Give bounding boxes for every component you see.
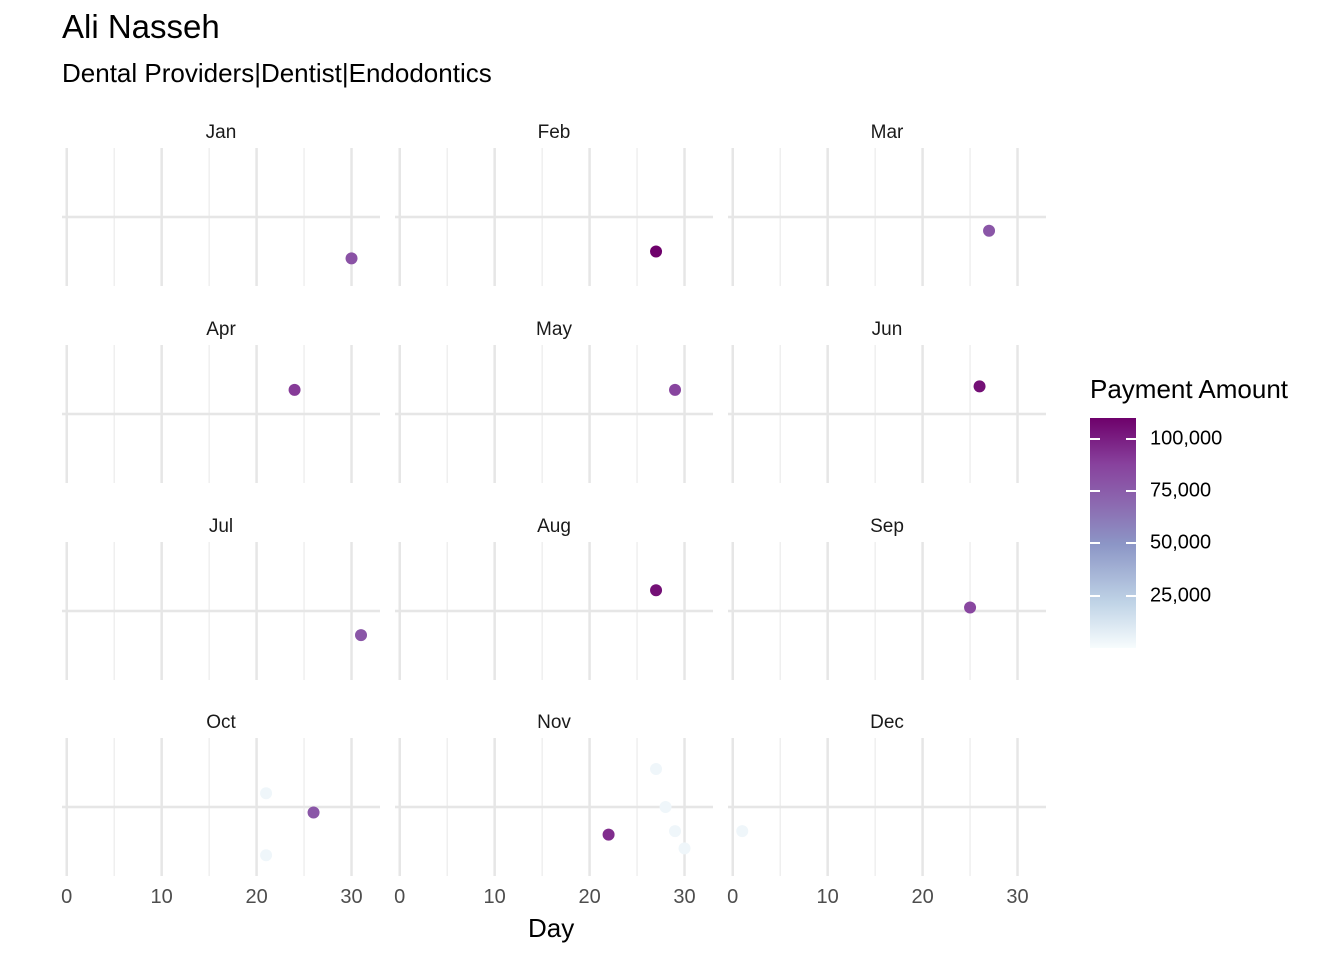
x-tick-label: 30 [340,886,363,908]
legend-tick [1126,437,1136,440]
data-point [964,601,977,614]
data-point [355,629,368,642]
x-tick-label: 20 [245,886,268,908]
data-point [983,224,996,237]
facet-strip-label: Aug [537,516,571,537]
x-tick-label: 10 [816,886,839,908]
data-point [345,252,358,265]
facet-strip-label: Apr [206,319,236,340]
data-point [659,801,672,813]
legend-label: 50,000 [1150,531,1212,554]
facet-strip-label: Dec [870,712,904,733]
legend-label: 100,000 [1150,427,1223,450]
legend-tick [1126,490,1136,493]
legend-title: Payment Amount [1090,374,1288,404]
facet-strip-label: Feb [537,122,571,143]
x-tick-label: 0 [394,886,406,908]
legend-tick [1126,542,1136,545]
legend-tick [1090,594,1100,597]
legend-label: 25,000 [1150,584,1212,607]
data-point [307,806,320,819]
facet-strip-label: Jun [871,319,903,340]
data-point [669,383,682,396]
legend-tick [1126,594,1136,597]
facet-strip-label: Mar [870,122,904,143]
data-point [260,787,273,800]
facet-strip-label: Jul [208,516,234,537]
data-point [288,383,301,396]
x-tick-label: 0 [727,886,739,908]
data-point [669,825,682,838]
data-point [650,584,663,597]
data-point [650,763,663,776]
x-tick-label: 0 [61,886,73,908]
x-tick-label: 10 [150,886,173,908]
legend-tick [1090,437,1100,440]
facet-strip-label: Oct [206,712,236,733]
facet-strip-label: Nov [537,712,571,733]
x-tick-label: 10 [483,886,506,908]
facet-strip-label: May [536,319,572,340]
chart-subtitle: Dental Providers|Dentist|Endodontics [62,58,492,88]
legend-tick [1090,490,1100,493]
chart-title: Ali Nasseh [62,8,220,45]
legend-colorbar [1090,418,1136,648]
x-axis-label: Day [528,913,575,943]
facet-strip-label: Sep [870,516,904,537]
data-point [736,825,749,838]
data-point [260,849,273,862]
legend-label: 75,000 [1150,479,1212,502]
data-point [650,245,663,258]
data-point [678,842,691,855]
data-point [973,380,986,393]
x-tick-label: 20 [578,886,601,908]
legend-tick [1090,542,1100,545]
data-point [602,828,615,841]
facet-strip-label: Jan [205,122,237,143]
x-tick-label: 20 [911,886,934,908]
x-tick-label: 30 [1006,886,1029,908]
x-tick-label: 30 [673,886,696,908]
